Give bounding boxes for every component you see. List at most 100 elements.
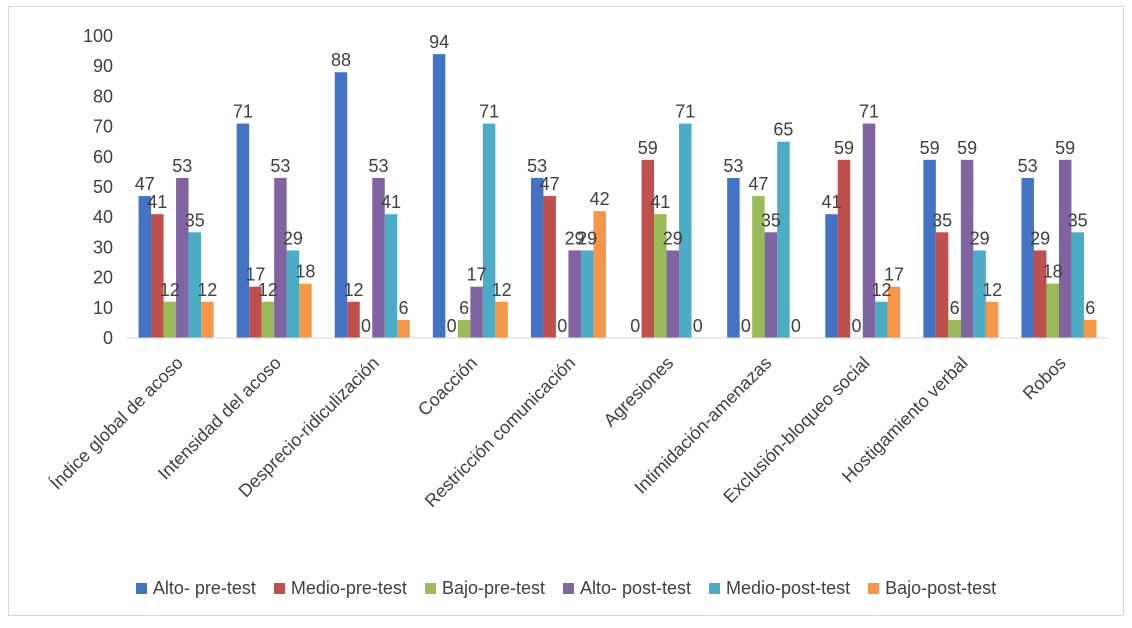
bar [1046, 284, 1059, 338]
bar [667, 250, 680, 338]
bar [237, 124, 250, 338]
legend-swatch [425, 583, 436, 594]
data-label: 59 [1055, 138, 1075, 158]
data-label: 53 [1018, 156, 1038, 176]
bar [531, 178, 544, 338]
data-label: 88 [331, 50, 351, 70]
bar [1059, 160, 1072, 338]
data-label: 59 [920, 138, 940, 158]
bar [543, 196, 556, 338]
data-label: 29 [283, 228, 303, 248]
bar [1071, 232, 1084, 338]
x-category-label: Robos [1019, 353, 1070, 404]
data-label: 0 [557, 316, 567, 336]
data-label: 59 [834, 138, 854, 158]
data-label: 71 [859, 102, 879, 122]
bar [948, 320, 961, 338]
bar [262, 302, 275, 338]
y-tick-label: 0 [103, 328, 113, 348]
data-label: 29 [970, 228, 990, 248]
bar [299, 284, 312, 338]
y-tick-label: 10 [93, 298, 113, 318]
bar [838, 160, 851, 338]
data-label: 59 [638, 138, 658, 158]
data-label: 29 [1030, 228, 1050, 248]
data-label: 35 [1068, 210, 1088, 230]
data-label: 29 [663, 228, 683, 248]
legend-label: Bajo-pre-test [442, 578, 545, 599]
data-label: 0 [361, 316, 371, 336]
data-label: 17 [884, 265, 904, 285]
legend-swatch [274, 583, 285, 594]
legend-item: Medio-pre-test [274, 578, 407, 599]
bar [568, 250, 581, 338]
legend-label: Medio-pre-test [291, 578, 407, 599]
bar [863, 124, 876, 338]
y-tick-label: 80 [93, 86, 113, 106]
bar [765, 232, 778, 338]
data-label: 12 [160, 280, 180, 300]
bar [825, 214, 838, 338]
bar [483, 124, 496, 338]
data-label: 59 [957, 138, 977, 158]
legend-swatch [868, 583, 879, 594]
y-tick-label: 60 [93, 147, 113, 167]
bar [961, 160, 974, 338]
y-axis: 0 10 20 30 40 50 60 70 80 90 100 [83, 26, 113, 348]
data-label: 17 [467, 265, 487, 285]
legend: Alto- pre-test Medio-pre-test Bajo-pre-tes… [0, 578, 1132, 599]
data-label: 0 [630, 316, 640, 336]
bar [642, 160, 655, 338]
data-label: 47 [135, 174, 155, 194]
data-label: 0 [791, 316, 801, 336]
bar [581, 250, 594, 338]
legend-item: Alto- pre-test [136, 578, 256, 599]
bar [470, 287, 483, 338]
bar [875, 302, 888, 338]
bar [151, 214, 164, 338]
data-label: 12 [258, 280, 278, 300]
data-label: 6 [1085, 298, 1095, 318]
bar [923, 160, 936, 338]
bar [274, 178, 287, 338]
bar [397, 320, 410, 338]
y-tick-label: 90 [93, 56, 113, 76]
bar [777, 142, 790, 338]
data-label: 6 [459, 298, 469, 318]
data-label: 94 [429, 32, 449, 52]
legend-item: Bajo-post-test [868, 578, 996, 599]
x-category-label: Agresiones [600, 353, 678, 431]
data-label: 53 [368, 156, 388, 176]
data-label: 18 [295, 262, 315, 282]
x-category-label: Coacción [414, 353, 481, 420]
data-label: 0 [693, 316, 703, 336]
bar [727, 178, 740, 338]
legend-label: Medio-post-test [726, 578, 850, 599]
bar [164, 302, 177, 338]
legend-swatch [709, 583, 720, 594]
data-label: 12 [492, 280, 512, 300]
y-tick-label: 30 [93, 237, 113, 257]
bar [936, 232, 949, 338]
data-label: 41 [650, 192, 670, 212]
data-label: 6 [950, 298, 960, 318]
data-label: 71 [233, 102, 253, 122]
data-label: 71 [675, 102, 695, 122]
bar [385, 214, 398, 338]
data-label: 12 [197, 280, 217, 300]
bar [347, 302, 360, 338]
legend-swatch [563, 583, 574, 594]
data-label: 6 [398, 298, 408, 318]
data-label: 41 [821, 192, 841, 212]
bar [458, 320, 471, 338]
y-tick-label: 40 [93, 207, 113, 227]
data-label: 0 [851, 316, 861, 336]
legend-label: Alto- pre-test [153, 578, 256, 599]
data-label: 35 [932, 210, 952, 230]
legend-label: Bajo-post-test [885, 578, 996, 599]
data-label: 53 [527, 156, 547, 176]
legend-label: Alto- post-test [580, 578, 691, 599]
